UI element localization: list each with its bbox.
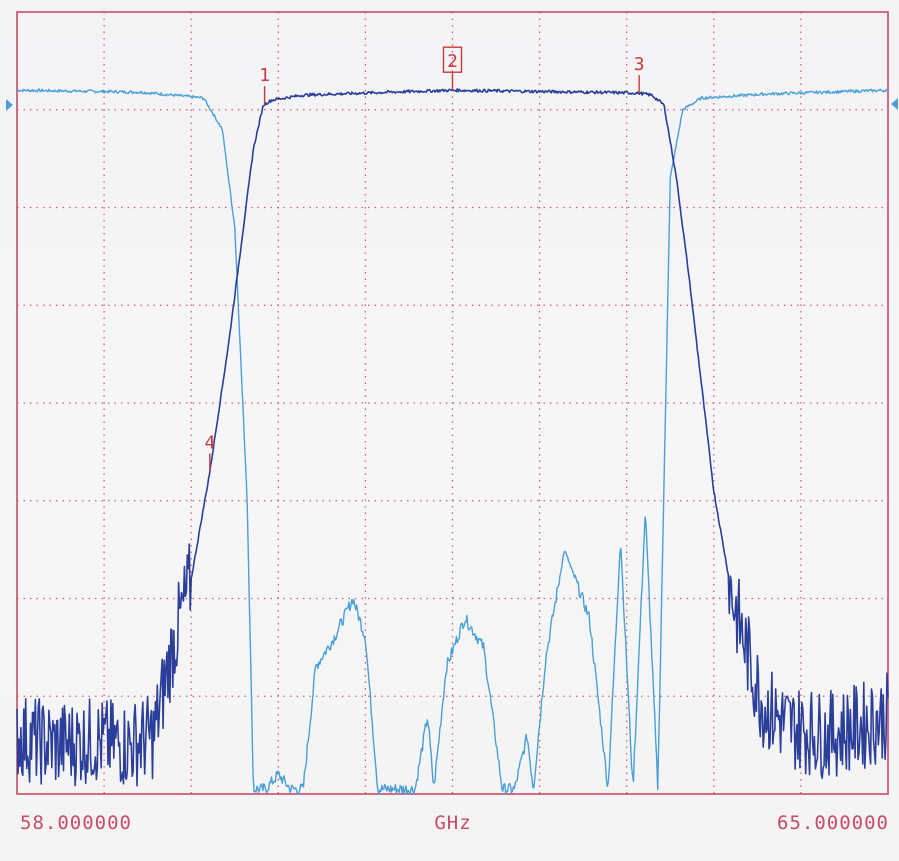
marker-2-label: 2 [447,51,458,72]
plot-grid [17,12,888,794]
marker-4-label: 4 [204,432,215,453]
plot-markers: 1 2 3 4 [204,46,645,472]
x-start-label: 58.000000 [20,812,132,834]
active-marker-box [442,46,463,73]
marker-1-label: 1 [259,65,270,86]
reflection-trace [16,88,889,795]
x-stop-label: 65.000000 [777,812,889,834]
marker-3-label: 3 [634,54,645,75]
reference-level-left-arrow-icon [6,99,13,111]
transmission-trace [16,88,889,787]
reference-level-right-arrow-icon [891,98,898,110]
x-unit-label: GHz [434,812,471,834]
